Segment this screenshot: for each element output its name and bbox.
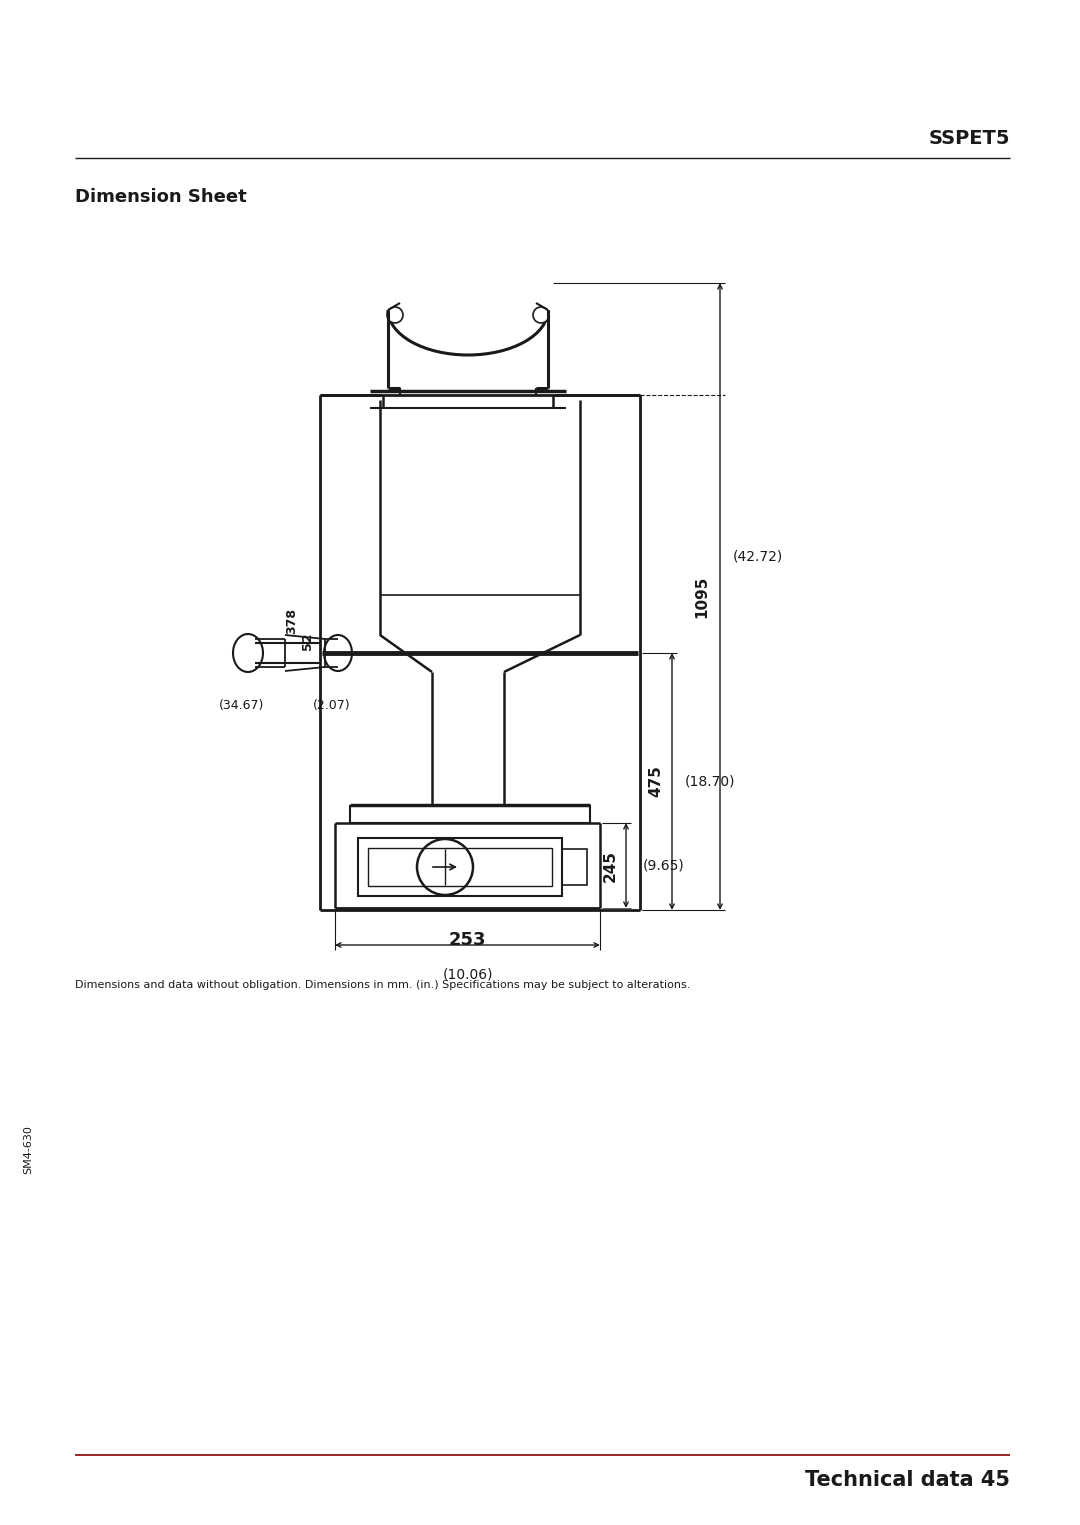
Text: 52: 52 <box>300 633 313 650</box>
Text: 475: 475 <box>648 766 663 798</box>
Text: 245: 245 <box>603 849 618 881</box>
Text: Dimension Sheet: Dimension Sheet <box>75 188 246 206</box>
Text: Technical data 45: Technical data 45 <box>805 1470 1010 1490</box>
Text: 253: 253 <box>449 930 486 949</box>
Text: (2.07): (2.07) <box>313 698 351 712</box>
Circle shape <box>387 307 403 323</box>
Text: Dimensions and data without obligation. Dimensions in mm. (in.) Specifications m: Dimensions and data without obligation. … <box>75 981 690 990</box>
Text: (42.72): (42.72) <box>733 549 783 564</box>
Text: 1095: 1095 <box>694 575 710 618</box>
Text: (34.67): (34.67) <box>219 698 265 712</box>
Ellipse shape <box>324 634 352 671</box>
Text: 378: 378 <box>285 608 298 634</box>
Circle shape <box>534 307 549 323</box>
Text: (18.70): (18.70) <box>685 775 735 788</box>
Ellipse shape <box>233 634 264 673</box>
Text: (9.65): (9.65) <box>643 859 685 872</box>
Text: (10.06): (10.06) <box>442 968 492 982</box>
Text: SM4-630: SM4-630 <box>23 1125 33 1174</box>
Text: SSPET5: SSPET5 <box>929 130 1010 148</box>
